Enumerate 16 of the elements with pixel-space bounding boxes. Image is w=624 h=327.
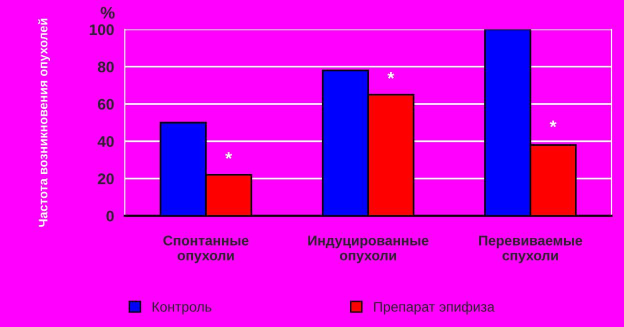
annotation: * (550, 120, 557, 128)
y-tick-label: 100 (90, 24, 114, 36)
x-tick-label: Перевиваемые спухоли (479, 236, 582, 264)
y-tick-label: 80 (98, 62, 114, 72)
annotation: * (225, 152, 232, 159)
y-tick-label: 0 (106, 210, 114, 222)
y-tick-label: 40 (98, 136, 114, 147)
legend-label: Контроль (152, 302, 212, 314)
x-tick-label: Спонтанные опухоли (163, 236, 249, 264)
y-tick-label: 20 (98, 173, 114, 184)
y-tick-label: 60 (98, 98, 114, 110)
legend-label: Препарат эпифиза (374, 302, 495, 314)
x-tick-label: Индуцированные опухоли (308, 236, 428, 264)
text: % (100, 6, 115, 19)
y-axis-title: Частота возникновения опухолей (38, 18, 50, 227)
annotation: * (387, 72, 394, 79)
